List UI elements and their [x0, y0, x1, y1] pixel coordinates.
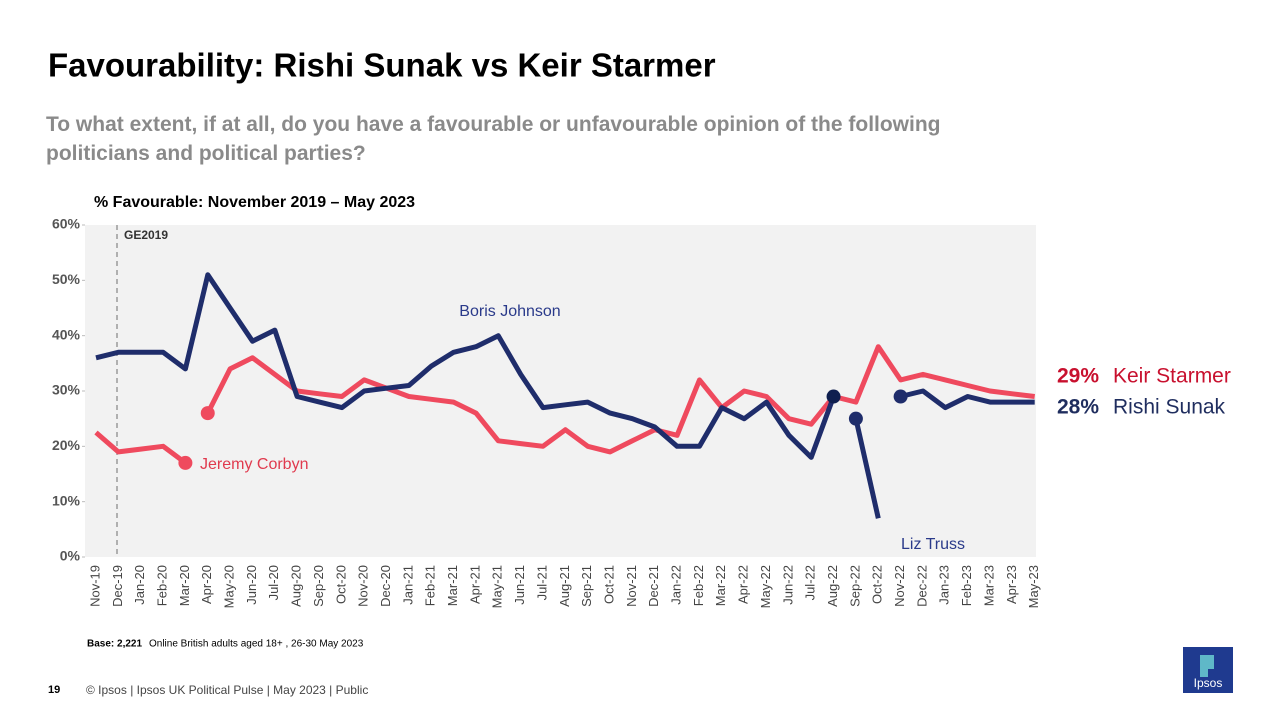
series-label: Keir Starmer	[1113, 365, 1231, 388]
y-tick-label: 40%	[52, 326, 81, 342]
series-line	[900, 388, 1035, 411]
x-tick-label: Jun-21	[512, 565, 527, 605]
x-tick-label: Feb-23	[959, 565, 974, 606]
end-value-label: 28%	[1057, 396, 1099, 419]
series-label: Liz Truss	[901, 536, 965, 553]
series-label: Rishi Sunak	[1113, 396, 1226, 419]
x-tick-label: May-23	[1026, 565, 1041, 608]
chart-title: % Favourable: November 2019 – May 2023	[94, 194, 415, 211]
x-tick-label: Sep-21	[579, 565, 594, 607]
x-tick-label: Apr-23	[1004, 565, 1019, 604]
x-tick-label: Oct-22	[870, 565, 885, 604]
base-text: Online British adults aged 18+ , 26-30 M…	[149, 639, 364, 650]
y-tick-label: 0%	[60, 548, 81, 564]
x-tick-label: Dec-20	[378, 565, 393, 607]
x-tick-label: Mar-21	[445, 565, 460, 606]
x-tick-label: Nov-21	[624, 565, 639, 607]
series-label: Boris Johnson	[459, 303, 560, 320]
y-tick-label: 10%	[52, 492, 81, 508]
logo-text: Ipsos	[1194, 676, 1223, 690]
logo-shape	[1200, 655, 1214, 677]
x-tick-label: May-21	[490, 565, 505, 608]
endpoint-dot	[178, 455, 193, 470]
endpoint-dot	[826, 389, 841, 404]
x-tick-label: Mar-22	[713, 565, 728, 606]
series-label: Jeremy Corbyn	[200, 456, 308, 473]
x-tick-label: Sep-20	[311, 565, 326, 607]
x-tick-label: Oct-20	[333, 565, 348, 604]
x-tick-label: Nov-22	[892, 565, 907, 607]
x-tick-label: Aug-21	[557, 565, 572, 607]
base-label: Base: 2,221	[87, 639, 142, 650]
end-value-label: 29%	[1057, 365, 1099, 388]
x-tick-label: Apr-22	[736, 565, 751, 604]
x-tick-label: Jan-20	[132, 565, 147, 605]
x-tick-label: Feb-21	[423, 565, 438, 606]
x-tick-label: Feb-20	[154, 565, 169, 606]
x-tick-label: Jan-22	[669, 565, 684, 605]
x-tick-label: Apr-21	[467, 565, 482, 604]
endpoint-dot	[200, 406, 215, 421]
x-tick-label: Jan-23	[937, 565, 952, 605]
x-tick-label: Dec-19	[110, 565, 125, 607]
x-tick-label: Feb-22	[691, 565, 706, 606]
x-tick-label: Jul-21	[534, 565, 549, 600]
series-line	[95, 272, 836, 460]
x-tick-label: Jan-21	[400, 565, 415, 605]
x-tick-label: Nov-20	[356, 565, 371, 607]
x-tick-label: Mar-23	[981, 565, 996, 606]
x-tick-label: Dec-22	[914, 565, 929, 607]
title: Favourability: Rishi Sunak vs Keir Starm…	[48, 47, 716, 84]
endpoint-dot	[893, 389, 908, 404]
endpoint-dot	[848, 411, 863, 426]
y-tick-label: 30%	[52, 382, 81, 398]
x-tick-label: Aug-20	[289, 565, 304, 607]
plot-area	[85, 225, 1036, 557]
page-number: 19	[48, 684, 60, 696]
x-tick-label: Oct-21	[601, 565, 616, 604]
y-tick-label: 50%	[52, 271, 81, 287]
series-line	[94, 430, 187, 465]
x-tick-label: Apr-20	[199, 565, 214, 604]
x-tick-label: Sep-22	[847, 565, 862, 607]
y-tick-label: 20%	[52, 437, 81, 453]
x-tick-label: Aug-22	[825, 565, 840, 607]
subtitle: To what extent, if at all, do you have a…	[46, 113, 941, 165]
x-tick-label: Nov-19	[87, 565, 102, 607]
subtitle-box: To what extent, if at all, do you have a…	[46, 113, 941, 165]
x-tick-label: Jun-20	[244, 565, 259, 605]
x-tick-label: May-22	[758, 565, 773, 608]
series-line	[853, 418, 881, 519]
footer-text: © Ipsos | Ipsos UK Political Pulse | May…	[86, 683, 368, 697]
x-tick-label: Jul-22	[803, 565, 818, 600]
x-tick-label: May-20	[222, 565, 237, 608]
y-tick-label: 60%	[52, 216, 81, 232]
series-line	[205, 344, 1036, 455]
x-tick-label: Jul-20	[266, 565, 281, 600]
x-tick-label: Jun-22	[780, 565, 795, 605]
x-tick-label: Dec-21	[646, 565, 661, 607]
annotation: GE2019	[124, 228, 168, 242]
x-tick-label: Mar-20	[177, 565, 192, 606]
